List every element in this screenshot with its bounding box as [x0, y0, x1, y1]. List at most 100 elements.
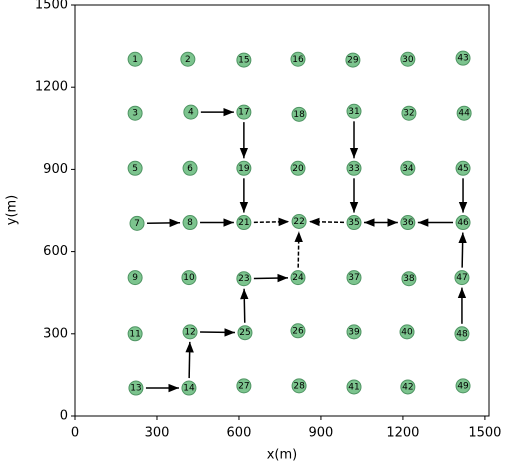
node: [236, 52, 252, 68]
node-label: 21: [238, 218, 249, 228]
node-label: 11: [129, 329, 140, 339]
node: [183, 104, 199, 120]
node: [236, 104, 252, 120]
node-label: 14: [183, 384, 195, 394]
node: [345, 52, 361, 68]
node: [127, 51, 143, 67]
node: [236, 215, 252, 231]
arrow: [185, 341, 194, 379]
arrow: [200, 328, 235, 337]
node-label: 33: [348, 164, 359, 174]
node: [456, 105, 472, 121]
node-label: 39: [348, 327, 360, 337]
node: [400, 160, 416, 176]
node: [182, 215, 198, 231]
arrow: [147, 218, 181, 228]
node: [401, 105, 417, 121]
node: [181, 380, 197, 396]
arrow: [294, 231, 303, 268]
node-label: 5: [132, 164, 138, 174]
node-label: 42: [402, 382, 413, 392]
node-label: 4: [188, 108, 194, 118]
node-label: 17: [238, 108, 249, 118]
node: [346, 103, 362, 119]
y-tick-label: 300: [43, 326, 68, 341]
node: [400, 379, 416, 395]
node-label: 15: [238, 56, 249, 66]
node-label: 47: [456, 273, 467, 283]
node-label: 13: [130, 384, 141, 394]
node-label: 23: [238, 274, 249, 284]
node: [291, 106, 307, 122]
node: [127, 326, 143, 342]
node: [236, 271, 252, 287]
arrow: [309, 217, 345, 227]
node: [128, 380, 144, 396]
x-tick-label: 1200: [386, 426, 419, 441]
x-tick-label: 300: [145, 426, 170, 441]
node: [236, 378, 252, 394]
node: [290, 51, 306, 67]
node: [180, 51, 196, 67]
node-label: 35: [348, 218, 359, 228]
node-label: 40: [401, 327, 413, 337]
node-label: 29: [347, 56, 359, 66]
node-label: 31: [348, 107, 359, 117]
node: [127, 105, 143, 121]
arrow: [458, 232, 467, 268]
node-label: 43: [457, 54, 468, 64]
node: [236, 160, 252, 176]
x-axis-label: x(m): [267, 448, 298, 463]
node-label: 6: [187, 164, 193, 174]
y-tick-label: 600: [43, 244, 68, 259]
node-label: 24: [292, 273, 304, 283]
node-label: 34: [402, 164, 414, 174]
node-label: 2: [185, 55, 191, 65]
node: [401, 271, 417, 287]
node-label: 3: [132, 109, 138, 119]
node: [455, 160, 471, 176]
y-tick-label: 1500: [35, 0, 68, 13]
node: [346, 215, 362, 231]
node-label: 28: [293, 381, 305, 391]
node: [127, 160, 143, 176]
node-label: 27: [238, 381, 249, 391]
node: [127, 270, 143, 286]
node-label: 46: [457, 218, 469, 228]
node-label: 37: [348, 273, 359, 283]
node: [399, 324, 415, 340]
node-label: 48: [456, 329, 468, 339]
node: [290, 160, 306, 176]
node: [346, 270, 362, 286]
node: [290, 270, 306, 286]
node-label: 9: [132, 273, 138, 283]
node-label: 16: [292, 55, 304, 65]
y-tick-label: 0: [60, 409, 68, 424]
node: [346, 160, 362, 176]
arrow: [253, 273, 289, 283]
node-label: 7: [134, 219, 140, 229]
node-label: 49: [457, 381, 469, 391]
node-label: 8: [187, 218, 193, 228]
node-label: 45: [457, 164, 468, 174]
node: [400, 51, 416, 67]
node-label: 30: [402, 55, 414, 65]
node: [181, 270, 197, 286]
node-label: 38: [403, 274, 415, 284]
node: [400, 215, 416, 231]
arrow: [240, 288, 249, 323]
x-tick-label: 600: [227, 426, 252, 441]
y-tick-label: 1200: [35, 80, 68, 95]
node-label: 32: [403, 109, 414, 119]
y-axis-label: y(m): [5, 195, 20, 226]
x-tick-label: 1500: [468, 426, 501, 441]
node-label: 1: [132, 55, 138, 65]
node: [454, 326, 470, 342]
node: [455, 378, 471, 394]
node: [455, 215, 471, 231]
node-label: 25: [239, 328, 250, 338]
arrow: [253, 217, 290, 227]
node: [455, 50, 471, 66]
x-tick-label: 900: [309, 426, 334, 441]
